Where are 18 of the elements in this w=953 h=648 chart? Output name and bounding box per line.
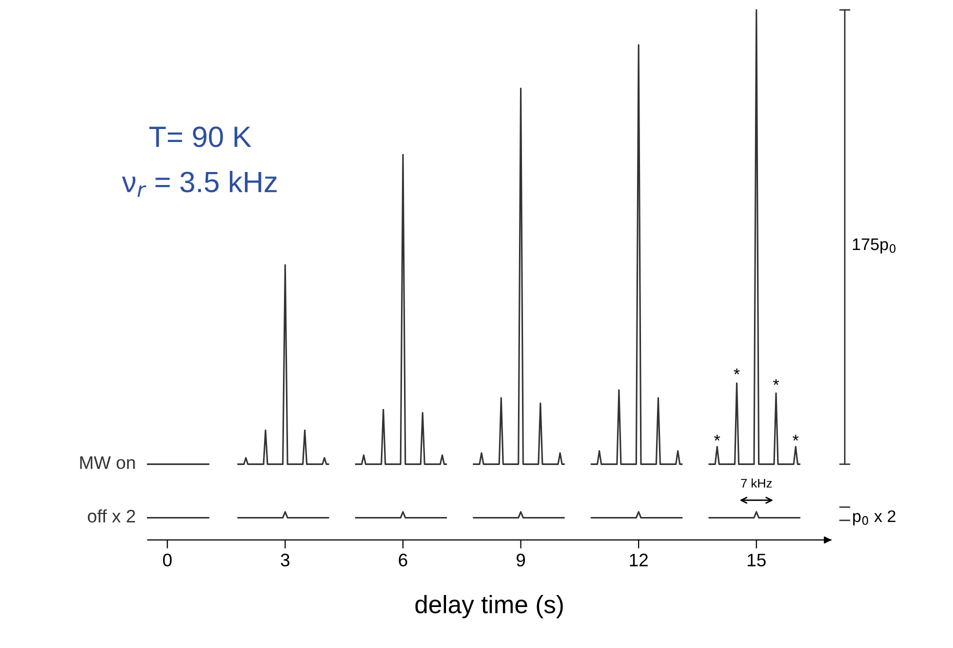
- annotation: *: [792, 434, 799, 441]
- x-tick-label: 6: [398, 554, 408, 566]
- annotation: 7 kHz: [741, 478, 772, 488]
- annotation: ν$_{r}$ = 3.5 kHz: [122, 170, 277, 197]
- series-label: MW on: [80, 456, 135, 470]
- x-tick-label: 15: [748, 554, 766, 566]
- x-axis-title: delay time (s): [415, 595, 563, 618]
- annotation: *: [714, 434, 720, 441]
- x-tick-label: 0: [163, 554, 172, 566]
- text: p$_{0}$ x 2: [853, 510, 896, 526]
- text: 175p$_{0}$: [852, 238, 896, 254]
- x-tick-label: 9: [516, 554, 525, 566]
- annotation: *: [734, 368, 740, 374]
- annotation: *: [773, 379, 780, 385]
- x-tick-label: 3: [280, 554, 290, 566]
- annotation: T= 90 K: [149, 126, 252, 148]
- x-tick-label: 12: [630, 554, 648, 566]
- series-label: off x 2: [88, 509, 136, 523]
